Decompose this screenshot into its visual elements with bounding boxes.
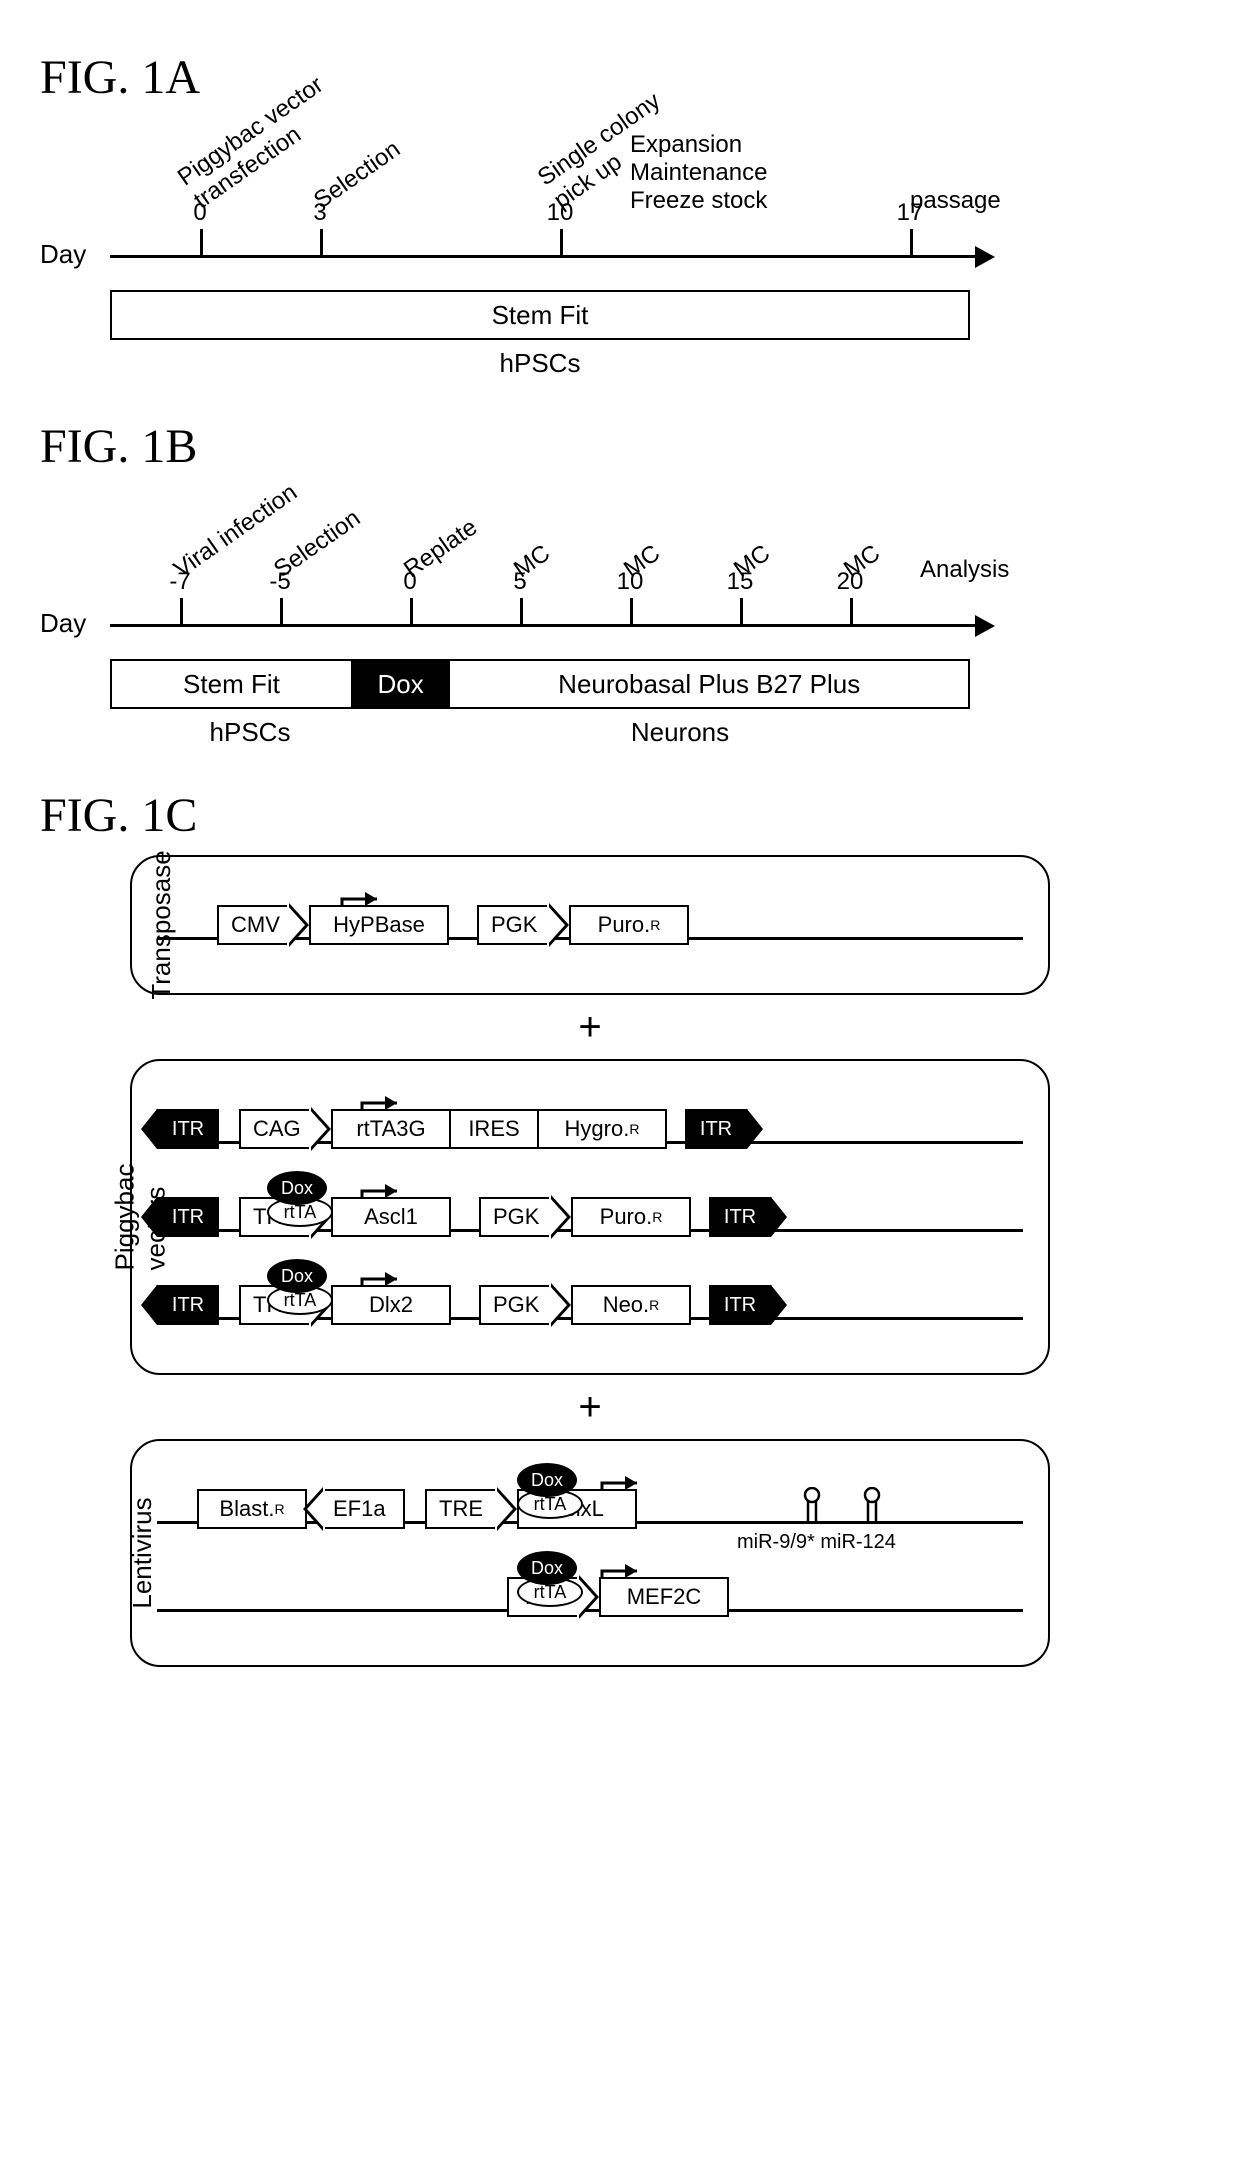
timeline-event-label: passage <box>910 187 1001 215</box>
axis-arrowhead <box>975 615 995 637</box>
construct-group: TransposaseCMVHyPBasePGKPuro.R <box>130 855 1050 995</box>
construct-row: DoxrtTABlast.REF1aTREBclxLmiR-9/9* miR-1… <box>157 1469 1023 1549</box>
tick-number: -5 <box>269 568 290 596</box>
plus-icon: + <box>130 1007 1050 1047</box>
tick <box>740 598 743 626</box>
construct-row: DoxrtTAITRTREAscl1PGKPuro.RITR <box>157 1177 1023 1257</box>
hairpin-icon <box>857 1487 887 1527</box>
dox-oval: Dox <box>267 1171 327 1205</box>
dox-oval: Dox <box>267 1259 327 1293</box>
tick <box>410 598 413 626</box>
group-label: Lentivirus <box>127 1497 158 1608</box>
fig-b-title: FIG. 1B <box>40 419 1210 474</box>
tick <box>180 598 183 626</box>
fig-c-title: FIG. 1C <box>40 788 1210 843</box>
promoter-element: PGK <box>479 1285 549 1325</box>
gene-element: Hygro.R <box>537 1109 667 1149</box>
construct-group: LentivirusDoxrtTABlast.REF1aTREBclxLmiR-… <box>130 1439 1050 1667</box>
tick <box>280 598 283 626</box>
construct-row: CMV HyPBase PGK Puro.R <box>157 885 1023 965</box>
panel-c: TransposaseCMVHyPBasePGKPuro.R+Piggybacv… <box>70 855 1210 1667</box>
promoter-element: TRE <box>425 1489 495 1529</box>
axis-arrowhead <box>975 246 995 268</box>
dox-oval: Dox <box>517 1551 577 1585</box>
dox-bubble: DoxrtTA <box>517 1463 583 1519</box>
plus-icon: + <box>130 1387 1050 1427</box>
itr-element: ITR <box>709 1197 771 1237</box>
tick-number: 17 <box>897 199 924 227</box>
gene-element: Ascl1 <box>331 1197 451 1237</box>
promoter-element: PGK <box>477 905 547 945</box>
gene-element: HyPBase <box>309 905 449 945</box>
tick-number: 5 <box>513 568 526 596</box>
tick <box>320 229 323 257</box>
caption-part: Neurons <box>390 717 970 748</box>
tick-number: 10 <box>617 568 644 596</box>
timeline-event-label: ExpansionMaintenanceFreeze stock <box>630 131 767 215</box>
media-segment: Stem Fit <box>112 661 351 707</box>
day-label-a: Day <box>40 239 86 270</box>
dox-bubble: DoxrtTA <box>267 1171 333 1227</box>
gene-element: IRES <box>449 1109 539 1149</box>
hairpin-icon <box>797 1487 827 1527</box>
tick-number: 15 <box>727 568 754 596</box>
media-bar-a: Stem Fit <box>110 290 970 340</box>
tick <box>850 598 853 626</box>
gene-element: rtTA3G <box>331 1109 451 1149</box>
itr-element: ITR <box>157 1285 219 1325</box>
media-segment: Neurobasal Plus B27 Plus <box>450 661 968 707</box>
tick <box>910 229 913 257</box>
gene-element: Puro.R <box>569 905 689 945</box>
dox-bubble: DoxrtTA <box>517 1551 583 1607</box>
media-caption-a: hPSCs <box>110 348 970 379</box>
media-caption-b: hPSCsNeurons <box>110 717 970 748</box>
itr-element: ITR <box>685 1109 747 1149</box>
construct-row: DoxrtTATREMEF2C <box>157 1557 1023 1637</box>
itr-element: ITR <box>157 1109 219 1149</box>
panel-b: Viral infectionSelectionReplateMCMCMCMCA… <box>110 484 1210 748</box>
gene-element: Puro.R <box>571 1197 691 1237</box>
construct-row: ITR CAG rtTA3GIRESHygro.R ITR <box>157 1089 1023 1169</box>
panel-a: Piggybac vectortransfectionSelectionSing… <box>110 115 1210 379</box>
fig-a-title: FIG. 1A <box>40 50 1210 105</box>
tick-number: 10 <box>547 199 574 227</box>
itr-element: ITR <box>709 1285 771 1325</box>
itr-element: ITR <box>157 1197 219 1237</box>
promoter-element: CMV <box>217 905 287 945</box>
construct-row: DoxrtTAITRTREDlx2PGKNeo.RITR <box>157 1265 1023 1345</box>
tick-number: -7 <box>169 568 190 596</box>
tick-number: 0 <box>193 199 206 227</box>
day-label-b: Day <box>40 608 86 639</box>
tick <box>630 598 633 626</box>
tick <box>200 229 203 257</box>
gene-element: Blast.R <box>197 1489 307 1529</box>
media-segment: Stem Fit <box>112 292 968 338</box>
media-bar-b: Stem FitDoxNeurobasal Plus B27 Plus <box>110 659 970 709</box>
promoter-element: CAG <box>239 1109 309 1149</box>
tick-number: 3 <box>313 199 326 227</box>
mir-label: miR-9/9* miR-124 <box>737 1531 896 1554</box>
axis-line <box>110 255 980 258</box>
tick-number: 0 <box>403 568 416 596</box>
gene-element: MEF2C <box>599 1577 729 1617</box>
timeline-event-label: Analysis <box>920 556 1009 584</box>
dox-bubble: DoxrtTA <box>267 1259 333 1315</box>
promoter-element: PGK <box>479 1197 549 1237</box>
dox-oval: Dox <box>517 1463 577 1497</box>
promoter-element: EF1a <box>325 1489 405 1529</box>
tick-number: 20 <box>837 568 864 596</box>
tick <box>560 229 563 257</box>
gene-element: Dlx2 <box>331 1285 451 1325</box>
gene-element: Neo.R <box>571 1285 691 1325</box>
media-segment: Dox <box>351 661 451 707</box>
tick <box>520 598 523 626</box>
construct-group: PiggybacvectorsITRCAGrtTA3GIRESHygro.RIT… <box>130 1059 1050 1375</box>
caption-part: hPSCs <box>110 717 390 748</box>
